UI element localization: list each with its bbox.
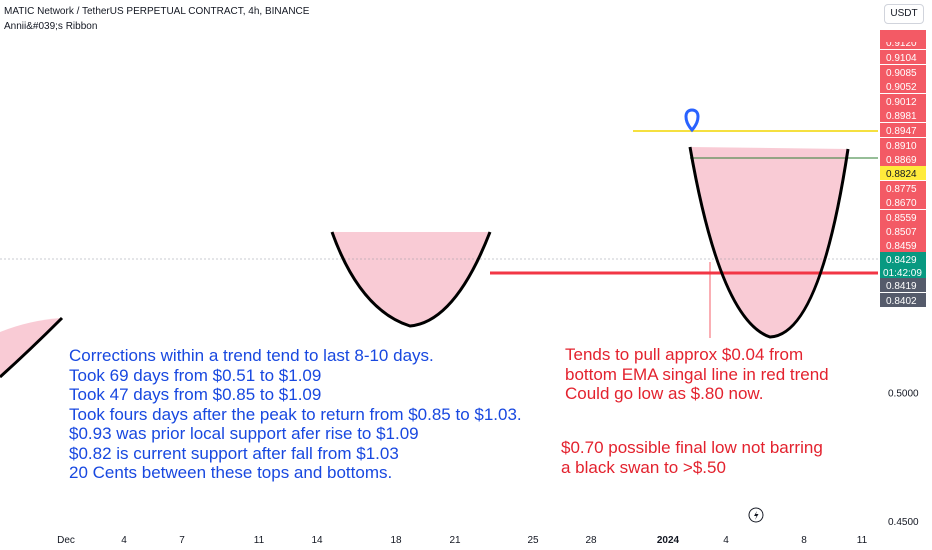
cup-fill-right [690,147,848,337]
price-tag-label: 0.8869 [886,155,917,166]
price-tag-label: 0.8402 [886,296,917,307]
price-tag [880,79,926,93]
flash-icon [748,507,764,523]
cup-arc-left [0,316,64,379]
chart-icons [684,108,764,523]
price-tag [880,123,926,137]
flash-icon-bolt [754,511,759,520]
price-tag-label: 0.9052 [886,82,917,93]
time-tick-label: 11 [254,535,265,546]
blue-annotation-line: $0.82 is current support after fall from… [69,443,399,463]
blue-annotation-line: Took fours days after the peak to return… [69,404,522,424]
price-tag-label: 0.9085 [886,68,917,79]
map-pin-icon [684,108,700,133]
time-tick-label: Dec [57,535,75,546]
price-tag-label: 0.8507 [886,227,917,238]
red-annotation-line: Tends to pull approx $0.04 from [565,345,804,364]
price-tag [880,30,926,42]
red-annotation-1: Tends to pull approx $0.04 from bottom E… [565,345,829,404]
price-tag [880,181,926,195]
time-tick-label: 8 [801,535,807,546]
price-tag-label: 0.8947 [886,126,917,137]
price-tag [880,224,926,238]
time-tick-label: 25 [527,535,539,546]
blue-annotation-line: 20 Cents between these tops and bottoms. [69,463,393,482]
time-axis: Dec 4 7 11 14 18 21 25 28 2024 4 8 11 [57,535,868,546]
price-tag [880,94,926,108]
price-tag-label: 0.8559 [886,213,917,224]
price-tag [880,195,926,209]
time-tick-label: 2024 [657,535,680,546]
cup-fills [0,147,848,377]
chart-title: MATIC Network / TetherUS PERPETUAL CONTR… [4,6,310,17]
price-tag [880,278,926,292]
red-annotation-line: bottom EMA singal line in red trend [565,364,829,384]
time-tick-label: 28 [585,535,597,546]
price-tag [880,210,926,224]
price-tag-label: 0.9120 [886,38,917,49]
price-tag-label: 0.8910 [886,141,917,152]
price-tag [880,50,926,64]
time-tick-label: 21 [449,535,461,546]
price-tag [880,65,926,79]
price-tag [880,152,926,166]
red-annotation-2: $0.70 possible final low not barring a b… [561,438,823,477]
price-tag-label: 0.8429 [886,255,917,266]
price-tag-label: 0.8775 [886,184,917,195]
blue-annotation-line: Took 69 days from $0.51 to $1.09 [69,365,322,385]
price-tag-label: 0.8824 [886,169,917,180]
red-annotation-line: Could go low as $.80 now. [565,384,764,403]
blue-annotation-line: $0.93 was prior local support afer rise … [69,424,419,443]
price-tag [880,138,926,152]
cup-arc-right [688,146,850,339]
time-tick-label: 4 [723,535,729,546]
blue-annotation-line: Corrections within a trend tend to last … [69,346,434,365]
price-axis: 0.45000.50000.55000.60000.65000.70000.75… [878,0,932,550]
price-tag-label: 0.8670 [886,198,917,209]
cup-arcs [0,146,850,379]
price-tag [880,293,926,307]
price-tag-label: 0.8981 [886,111,917,122]
red-annotation-line: $0.70 possible final low not barring [561,438,823,457]
price-tick-label: 0.5000 [888,389,919,400]
price-tag-label: 0.8459 [886,241,917,252]
time-tick-label: 11 [857,535,868,546]
price-tag [880,166,926,180]
price-tag [880,252,926,278]
indicator-label[interactable]: Annii&#039;s Ribbon [4,21,98,32]
time-tick-label: 18 [390,535,402,546]
red-annotation-line: a black swan to >$.50 [561,457,726,477]
cup-arc-middle [330,231,492,328]
currency-button[interactable]: USDT [884,4,924,24]
countdown-label: 01:42:09 [883,268,922,279]
price-tag [880,238,926,252]
price-tag-label: 0.8419 [886,281,917,292]
price-tag-label: 0.9012 [886,97,917,108]
price-tag [880,108,926,122]
price-tag-label: 0.9104 [886,53,917,64]
time-tick-label: 7 [179,535,185,546]
blue-annotation: Corrections within a trend tend to last … [69,346,522,483]
time-tick-label: 4 [121,535,127,546]
blue-annotation-line: Took 47 days from $0.85 to $1.09 [69,385,322,404]
time-tick-label: 14 [311,535,323,546]
map-pin-shape [684,108,700,133]
price-tick-label: 0.4500 [888,517,919,528]
